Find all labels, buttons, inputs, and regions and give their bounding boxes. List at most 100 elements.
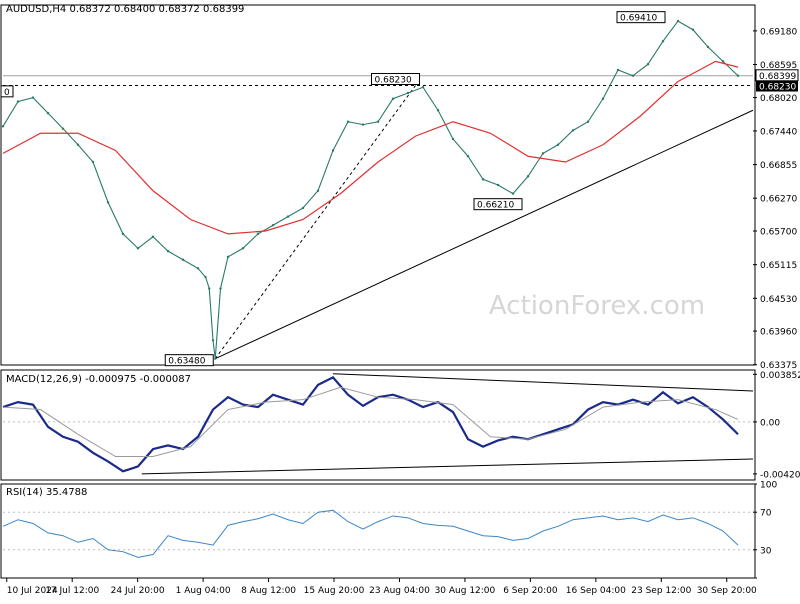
price-point — [601, 97, 605, 100]
macd-y-tick-label: 0.003852 — [760, 371, 800, 381]
x-tick-label: 8 Aug 12:00 — [241, 586, 296, 596]
x-tick-label: 30 Sep 20:00 — [697, 586, 757, 596]
price-y-tick-label: 0.68020 — [760, 94, 797, 104]
rsi-panel-title: RSI(14) 35.4788 — [6, 487, 87, 498]
price-point — [166, 249, 170, 253]
price-point — [541, 152, 545, 155]
price-y-tick-label: 0.66270 — [760, 195, 797, 205]
price-y-tick-label: 0.69180 — [760, 27, 797, 37]
x-tick-label: 24 Jul 20:00 — [111, 586, 165, 596]
x-tick-label: 10 Jul 2024 — [7, 586, 58, 596]
price-line — [2, 20, 739, 359]
price-dashed-trendline — [214, 85, 416, 359]
price-point — [646, 63, 650, 66]
price-point — [376, 120, 380, 123]
x-tick-label: 15 Aug 20:00 — [304, 586, 365, 596]
macd-line — [2, 376, 739, 473]
price-y-tick-label: 0.66855 — [760, 161, 797, 171]
price-point — [331, 149, 335, 152]
price-point — [151, 235, 155, 238]
macd-y-tick-label: -0.004204 — [760, 470, 800, 480]
price-point — [676, 19, 680, 23]
price-point — [226, 255, 230, 259]
price-y-tick-label: 0.67440 — [760, 127, 797, 137]
price-point — [1, 125, 5, 128]
price-point — [556, 143, 560, 146]
price-y-tick-label: 0.63960 — [760, 328, 797, 338]
x-tick-label: 23 Sep 12:00 — [631, 586, 691, 596]
macd-panel-title: MACD(12,26,9) -0.000975 -0.000087 — [6, 374, 191, 385]
price-point — [526, 175, 530, 178]
rsi-line — [2, 509, 739, 558]
rsi-y-tick-label: 30 — [760, 546, 772, 556]
price-point — [736, 74, 740, 77]
price-trendline — [215, 109, 754, 360]
price-point — [204, 275, 207, 279]
x-tick-label: 30 Aug 12:00 — [435, 586, 496, 596]
price-point — [466, 155, 470, 158]
price-point — [571, 129, 575, 132]
watermark-text: ActionForex.com — [489, 291, 705, 321]
current-price-label: 0.68399 — [759, 72, 796, 82]
price-point — [616, 68, 620, 72]
price-panel-title: AUDUSD,H4 0.68372 0.68400 0.68372 0.6839… — [6, 4, 244, 15]
price-point — [214, 357, 217, 360]
price-point — [421, 86, 425, 89]
rsi-y-tick-label: 100 — [760, 481, 777, 491]
price-point — [391, 97, 395, 100]
price-y-tick-label: 0.68595 — [760, 61, 797, 71]
price-point — [511, 192, 515, 195]
price-point — [361, 123, 365, 126]
price-point — [61, 127, 65, 130]
x-tick-label: 16 Sep 04:00 — [566, 586, 626, 596]
price-point — [219, 287, 222, 290]
price-annotation-box — [616, 11, 666, 24]
macd-y-tick-label: 0.00 — [760, 418, 780, 428]
price-point — [436, 109, 440, 112]
price-annotation-box — [0, 85, 14, 98]
price-y-tick-label: 0.63375 — [760, 361, 797, 371]
price-point — [91, 160, 95, 164]
price-point — [181, 258, 185, 261]
price-annotation-box — [371, 73, 420, 86]
rsi-y-tick-label: 70 — [760, 509, 772, 519]
x-tick-label: 1 Aug 04:00 — [176, 586, 231, 596]
price-annotation-label: 0 — [4, 88, 10, 98]
price-annotation-box — [164, 354, 214, 367]
price-point — [136, 247, 140, 250]
x-tick-label: 17 Jul 12:00 — [45, 586, 99, 596]
price-point — [106, 201, 110, 204]
price-point — [346, 120, 350, 123]
macd-panel-frame — [0, 369, 756, 481]
price-point — [406, 91, 410, 95]
price-annotation-box — [473, 198, 523, 211]
price-y-tick-label: 0.65700 — [760, 228, 797, 238]
price-point — [316, 189, 320, 192]
price-point — [46, 111, 50, 115]
price-point — [211, 339, 215, 342]
price-y-tick-label: 0.65115 — [760, 261, 797, 271]
macd-signal-line — [2, 386, 739, 458]
price-point — [31, 96, 35, 99]
macd-trendline — [332, 373, 754, 392]
level-price-box — [756, 80, 798, 92]
price-point — [706, 45, 710, 49]
price-annotation-label: 0.63480 — [168, 357, 205, 367]
price-point — [301, 206, 305, 210]
level-price-label: 0.68230 — [759, 83, 796, 93]
price-point — [451, 137, 455, 141]
price-point — [586, 120, 590, 123]
price-point — [256, 232, 260, 236]
price-annotation-label: 0.68230 — [375, 76, 412, 86]
macd-trendline — [141, 458, 754, 475]
price-panel-frame — [0, 4, 756, 366]
price-annotation-label: 0.69410 — [620, 14, 657, 24]
price-point — [76, 143, 80, 146]
price-point — [241, 247, 245, 250]
price-point — [661, 40, 665, 43]
rsi-panel-frame — [0, 483, 756, 579]
moving-average-line — [2, 60, 739, 235]
